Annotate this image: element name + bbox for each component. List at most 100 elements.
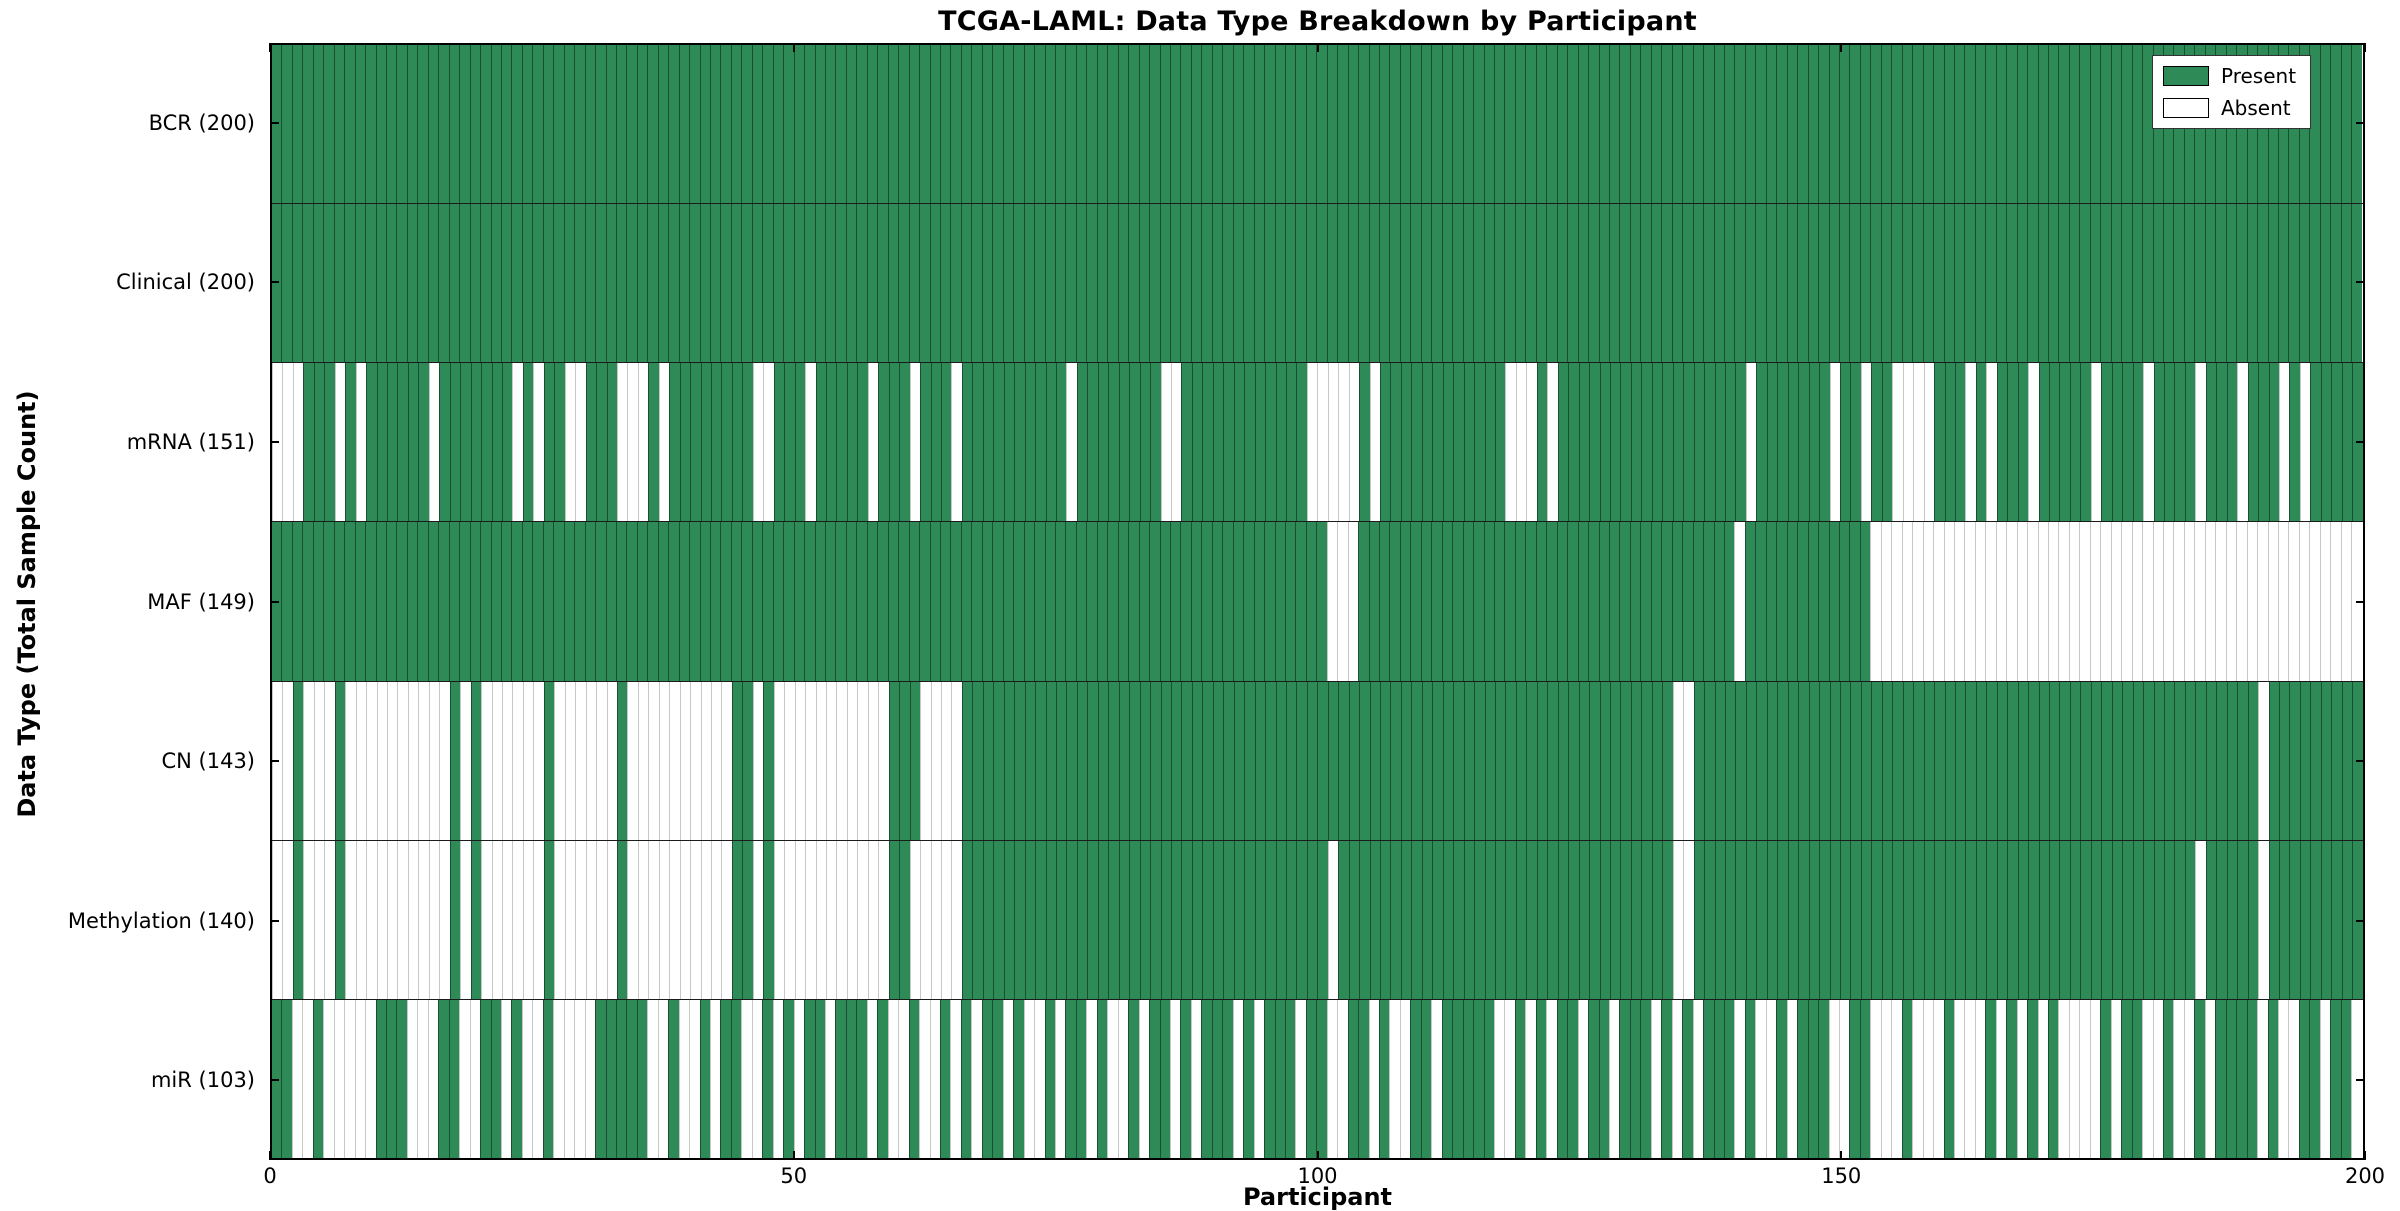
heatmap-cell xyxy=(1974,204,1986,363)
heatmap-cell xyxy=(679,840,691,999)
heatmap-cell xyxy=(2330,999,2341,1158)
heatmap-cell xyxy=(427,522,439,681)
heatmap-cell xyxy=(2121,45,2132,204)
heatmap-cell xyxy=(1588,204,1599,363)
heatmap-cell xyxy=(375,522,386,681)
heatmap-cell xyxy=(291,204,303,363)
heatmap-cell xyxy=(1891,45,1902,204)
heatmap-cell xyxy=(689,45,700,204)
heatmap-cell xyxy=(605,45,616,204)
heatmap-cell xyxy=(2152,204,2164,363)
left-y-tick xyxy=(270,600,279,603)
heatmap-cell xyxy=(1244,363,1255,522)
heatmap-cell xyxy=(2080,681,2091,840)
heatmap-cell xyxy=(417,204,428,363)
heatmap-cell xyxy=(1838,204,1850,363)
heatmap-cell xyxy=(794,363,806,522)
heatmap-cell xyxy=(1588,522,1599,681)
heatmap-cell xyxy=(1118,363,1130,522)
heatmap-cell xyxy=(835,45,846,204)
heatmap-cell xyxy=(1254,363,1266,522)
heatmap-cell xyxy=(1661,45,1672,204)
heatmap-cell xyxy=(751,999,763,1158)
heatmap-cell xyxy=(1567,45,1578,204)
heatmap-cell xyxy=(2131,522,2143,681)
heatmap-cell xyxy=(2121,204,2132,363)
heatmap-cell xyxy=(512,681,523,840)
heatmap-cell xyxy=(2288,522,2299,681)
heatmap-cell xyxy=(919,204,930,363)
heatmap-cell xyxy=(2319,522,2331,681)
heatmap-cell xyxy=(1556,45,1568,204)
heatmap-cell xyxy=(334,681,346,840)
heatmap-cell xyxy=(711,840,722,999)
heatmap-cell xyxy=(1525,45,1536,204)
heatmap-cell xyxy=(741,522,752,681)
heatmap-cell xyxy=(1284,522,1296,681)
heatmap-cell xyxy=(2038,681,2050,840)
heatmap-cell xyxy=(1787,363,1799,522)
heatmap-cell xyxy=(2110,204,2122,363)
heatmap-cell xyxy=(898,204,909,363)
heatmap-cell xyxy=(1557,840,1569,999)
heatmap-cell xyxy=(448,204,460,363)
heatmap-cell xyxy=(2279,681,2290,840)
heatmap-cell xyxy=(2298,522,2310,681)
heatmap-cell xyxy=(1358,522,1369,681)
heatmap-cell xyxy=(1651,363,1663,522)
top-x-tick xyxy=(269,43,271,52)
heatmap-cell xyxy=(835,999,846,1158)
heatmap-cell xyxy=(1462,204,1474,363)
heatmap-cell xyxy=(1568,681,1579,840)
heatmap-cell xyxy=(1326,522,1338,681)
heatmap-cell xyxy=(1913,681,1924,840)
heatmap-cell xyxy=(2100,999,2111,1158)
heatmap-cell xyxy=(1891,204,1902,363)
heatmap-cell xyxy=(2268,681,2279,840)
heatmap-cell xyxy=(1295,522,1306,681)
heatmap-cell xyxy=(751,204,763,363)
heatmap-cell xyxy=(1829,840,1840,999)
bottom-x-tick xyxy=(2364,1151,2366,1160)
heatmap-cell xyxy=(1713,45,1724,204)
heatmap-cell xyxy=(1223,363,1234,522)
heatmap-cell xyxy=(1504,204,1515,363)
heatmap-cell xyxy=(1190,45,1202,204)
heatmap-cell xyxy=(376,840,387,999)
heatmap-cell xyxy=(1922,204,1934,363)
heatmap-cell xyxy=(1380,363,1391,522)
heatmap-cell xyxy=(1923,681,1935,840)
heatmap-cell xyxy=(1599,363,1610,522)
heatmap-cell xyxy=(2006,522,2017,681)
heatmap-cell xyxy=(2079,45,2090,204)
heatmap-cell xyxy=(1399,999,1411,1158)
heatmap-cell xyxy=(794,840,806,999)
heatmap-cell xyxy=(1065,999,1076,1158)
heatmap-cell xyxy=(1076,681,1088,840)
heatmap-cell xyxy=(2100,45,2111,204)
heatmap-cell xyxy=(1128,45,1139,204)
heatmap-cell xyxy=(2310,363,2321,522)
heatmap-cell xyxy=(1265,681,1276,840)
heatmap-cell xyxy=(951,681,962,840)
heatmap-cell xyxy=(365,45,376,204)
heatmap-cell xyxy=(2184,681,2196,840)
heatmap-cell xyxy=(438,204,449,363)
heatmap-cell xyxy=(554,681,565,840)
heatmap-cell xyxy=(857,840,868,999)
heatmap-cell xyxy=(658,363,670,522)
heatmap-cell xyxy=(1420,522,1432,681)
heatmap-cell xyxy=(333,999,345,1158)
heatmap-cell xyxy=(501,840,513,999)
heatmap-cell xyxy=(616,681,628,840)
heatmap-cell xyxy=(2247,840,2259,999)
heatmap-cell xyxy=(1181,363,1192,522)
heatmap-cell xyxy=(919,45,930,204)
heatmap-cell xyxy=(324,840,335,999)
heatmap-cell xyxy=(1819,681,1830,840)
heatmap-cell xyxy=(1986,681,1997,840)
left-y-tick xyxy=(270,760,279,763)
heatmap-cell xyxy=(1536,840,1548,999)
heatmap-cell xyxy=(971,522,982,681)
heatmap-cell xyxy=(1034,45,1045,204)
